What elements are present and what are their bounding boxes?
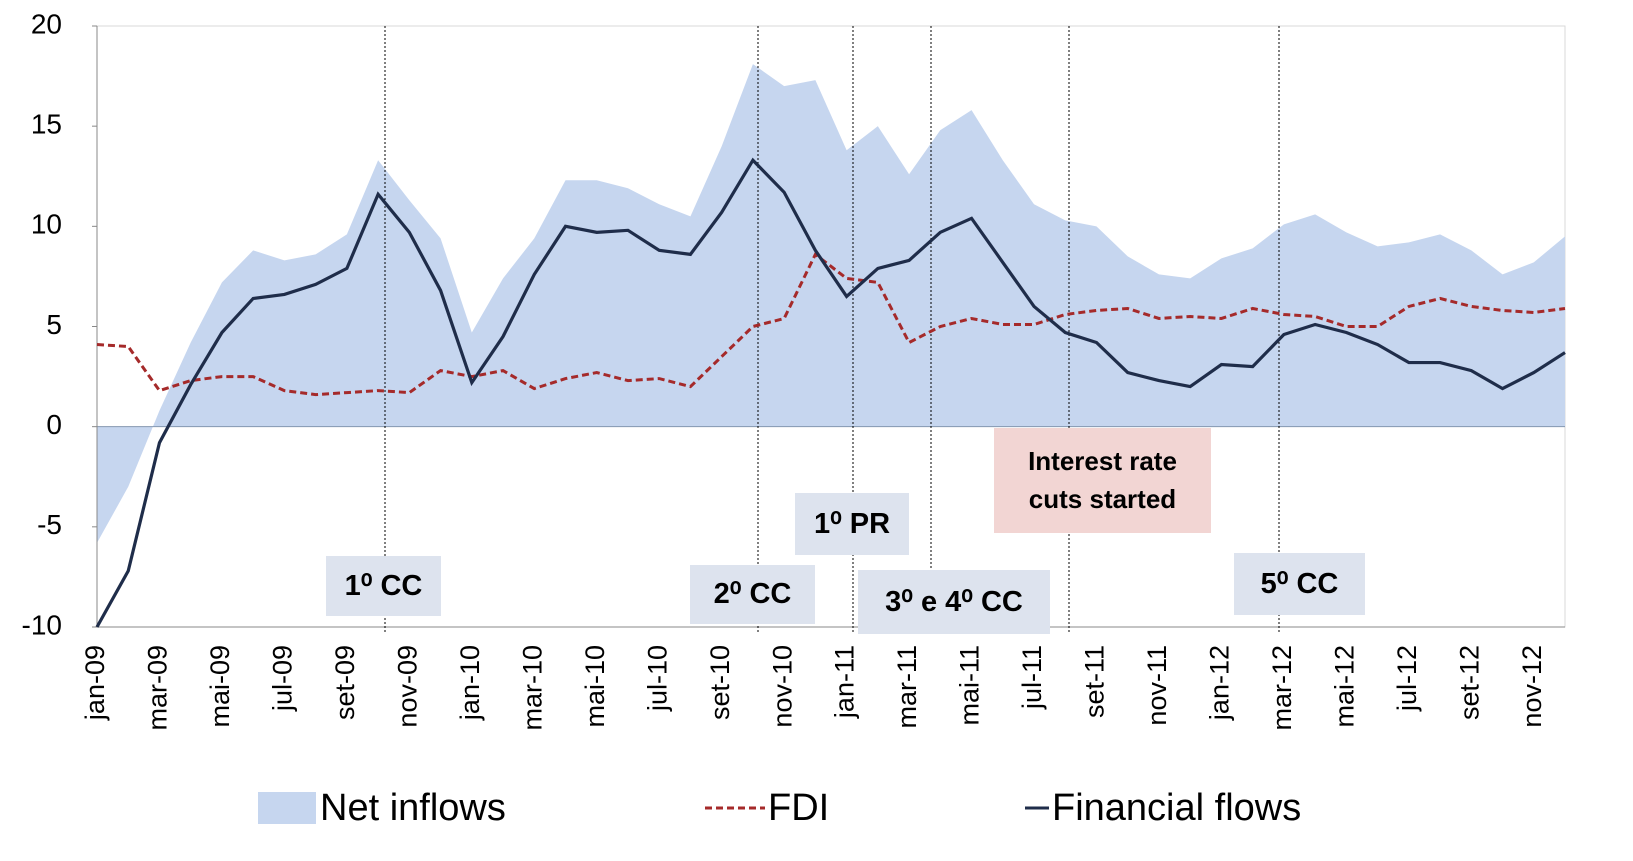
legend-swatch [258,792,316,824]
x-tick-label: nov-11 [1142,645,1172,726]
y-tick-label: 5 [46,309,62,340]
y-tick-label: 20 [31,8,62,39]
x-tick-label: jan-11 [830,645,860,719]
annotation: 2⁰ CC [690,565,815,624]
dashed-line [96,252,1566,397]
x-tick-label: nov-10 [767,645,797,728]
annotation: 1⁰ CC [326,556,441,616]
x-tick-label: mar-10 [517,645,547,731]
x-tick-label: jul-09 [268,645,298,712]
x-tick-label: mai-10 [580,645,610,728]
x-tick-label: mai-12 [1329,645,1359,728]
annotation: Interest rate cuts started [994,428,1211,533]
x-tick-label: jul-10 [642,645,672,712]
annotation: 1⁰ PR [795,493,909,555]
x-tick-label: jan-12 [1205,645,1235,721]
x-tick-label: set-09 [330,645,360,720]
x-tick-label: set-10 [705,645,735,720]
x-tick-label: jan-10 [455,645,485,721]
x-tick-label: jan-09 [80,645,110,721]
x-tick-label: mar-09 [143,645,173,731]
x-tick-label: nov-09 [392,645,422,728]
x-tick-label: mai-11 [955,645,985,726]
x-tick-label: mar-11 [892,645,922,729]
y-tick-label: 0 [46,409,62,440]
y-tick-label: 15 [31,109,62,140]
x-tick-label: set-11 [1080,645,1110,718]
x-tick-label: set-12 [1454,645,1484,720]
y-tick-label: -10 [22,609,62,640]
x-tick-label: jul-11 [1017,645,1047,710]
x-tick-label: mar-12 [1267,645,1297,731]
x-tick-label: nov-12 [1517,645,1547,728]
y-tick-label: 10 [31,209,62,240]
y-tick-label: -5 [37,509,62,540]
annotation: 5⁰ CC [1234,553,1365,615]
line [95,157,1566,628]
legend-label: Financial flows [1052,787,1301,829]
legend-label: Net inflows [320,787,506,829]
area [97,64,1565,543]
legend-label: FDI [768,787,829,829]
x-tick-label: mai-09 [205,645,235,728]
x-tick-label: jul-12 [1392,645,1422,712]
annotation: 3⁰ e 4⁰ CC [858,570,1050,634]
